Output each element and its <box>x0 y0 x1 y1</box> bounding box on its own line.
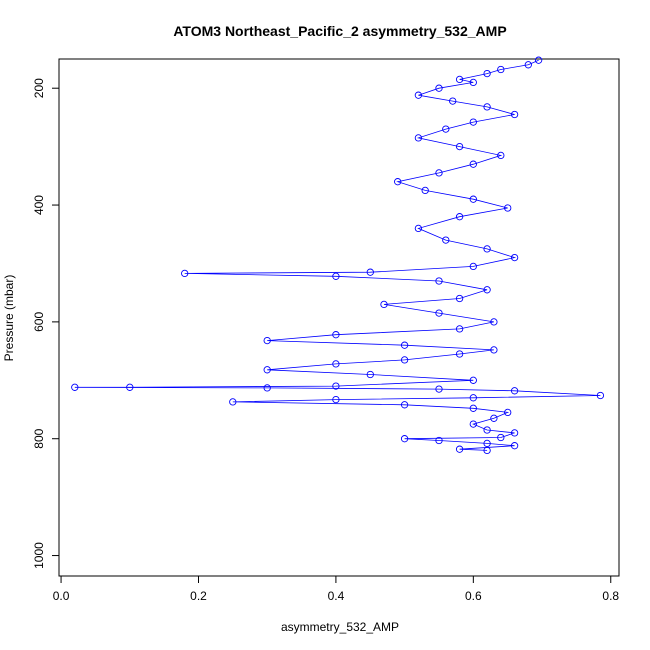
data-point <box>455 350 464 358</box>
data-point <box>455 213 464 221</box>
data-point <box>510 110 519 119</box>
y-axis-label: Pressure (mbar) <box>2 275 16 362</box>
data-point <box>497 151 505 160</box>
data-point <box>483 286 491 294</box>
data-point <box>435 436 443 445</box>
data-point <box>483 446 491 455</box>
data-point <box>490 414 498 422</box>
data-point <box>455 445 464 453</box>
data-point <box>414 91 423 99</box>
data-point <box>469 160 477 168</box>
data-point <box>126 383 134 391</box>
data-point <box>469 420 477 428</box>
data-point <box>400 356 409 364</box>
data-point <box>332 360 340 368</box>
data-point <box>400 435 409 443</box>
data-point <box>263 336 271 345</box>
data-marks <box>71 56 605 455</box>
data-point <box>332 272 340 280</box>
series-line <box>74 59 601 451</box>
data-point <box>483 69 491 78</box>
data-point <box>455 294 464 303</box>
data-point <box>400 401 409 409</box>
y-tick-label: 400 <box>32 195 46 215</box>
data-point <box>229 398 237 406</box>
data-point <box>435 385 443 393</box>
data-point <box>510 253 519 262</box>
data-point <box>442 236 450 244</box>
data-point <box>483 245 491 253</box>
data-point <box>332 331 340 339</box>
data-point <box>469 78 477 87</box>
data-point <box>380 300 388 309</box>
data-point <box>414 134 423 142</box>
x-tick-label: 0.4 <box>328 589 345 603</box>
data-point <box>469 195 477 203</box>
data-point <box>490 318 498 326</box>
data-point <box>510 387 519 395</box>
data-point <box>510 429 519 437</box>
x-tick-label: 0.2 <box>190 589 207 603</box>
x-axis-label: asymmetry_532_AMP <box>281 620 399 634</box>
axes: 0.0 0.2 0.4 0.6 0.8 200 400 600 800 1000 <box>32 78 619 603</box>
data-point <box>490 346 498 354</box>
data-point <box>366 268 374 276</box>
data-point <box>435 84 443 92</box>
x-tick-label: 0.8 <box>602 589 619 603</box>
data-point <box>483 439 491 448</box>
data-point <box>469 394 477 402</box>
data-point <box>455 325 464 333</box>
data-point <box>469 118 477 126</box>
data-point <box>442 125 450 133</box>
y-tick-label: 200 <box>32 78 46 98</box>
data-point <box>421 186 429 195</box>
data-point <box>181 269 189 278</box>
y-tick-label: 600 <box>32 312 46 332</box>
data-point <box>435 169 443 177</box>
data-point <box>469 262 477 271</box>
data-point <box>510 442 519 450</box>
data-point <box>497 433 505 442</box>
data-point <box>469 404 477 412</box>
data-point <box>332 382 340 390</box>
data-point <box>596 391 605 400</box>
data-point <box>263 366 271 374</box>
data-point <box>504 204 512 212</box>
x-tick-label: 0.0 <box>53 589 70 603</box>
y-tick-label: 1000 <box>32 542 46 569</box>
data-point <box>497 65 505 74</box>
x-tick-label: 0.6 <box>465 589 482 603</box>
data-point <box>71 383 79 391</box>
data-point <box>332 395 340 404</box>
data-point <box>524 61 532 69</box>
data-point <box>366 370 374 379</box>
data-point <box>534 56 543 64</box>
data-point <box>504 408 512 417</box>
chart-title: ATOM3 Northeast_Pacific_2 asymmetry_532_… <box>173 23 506 39</box>
y-tick-label: 800 <box>32 428 46 448</box>
data-point <box>414 224 423 233</box>
data-point <box>483 103 491 111</box>
data-point <box>435 277 443 285</box>
data-point <box>455 75 464 84</box>
data-point <box>449 97 457 105</box>
data-point <box>263 384 271 392</box>
data-point <box>469 376 477 384</box>
data-point <box>435 309 443 317</box>
data-point <box>394 178 402 186</box>
data-point <box>400 341 409 349</box>
data-point <box>455 142 464 151</box>
data-point <box>483 426 491 434</box>
plot-frame <box>58 58 620 577</box>
